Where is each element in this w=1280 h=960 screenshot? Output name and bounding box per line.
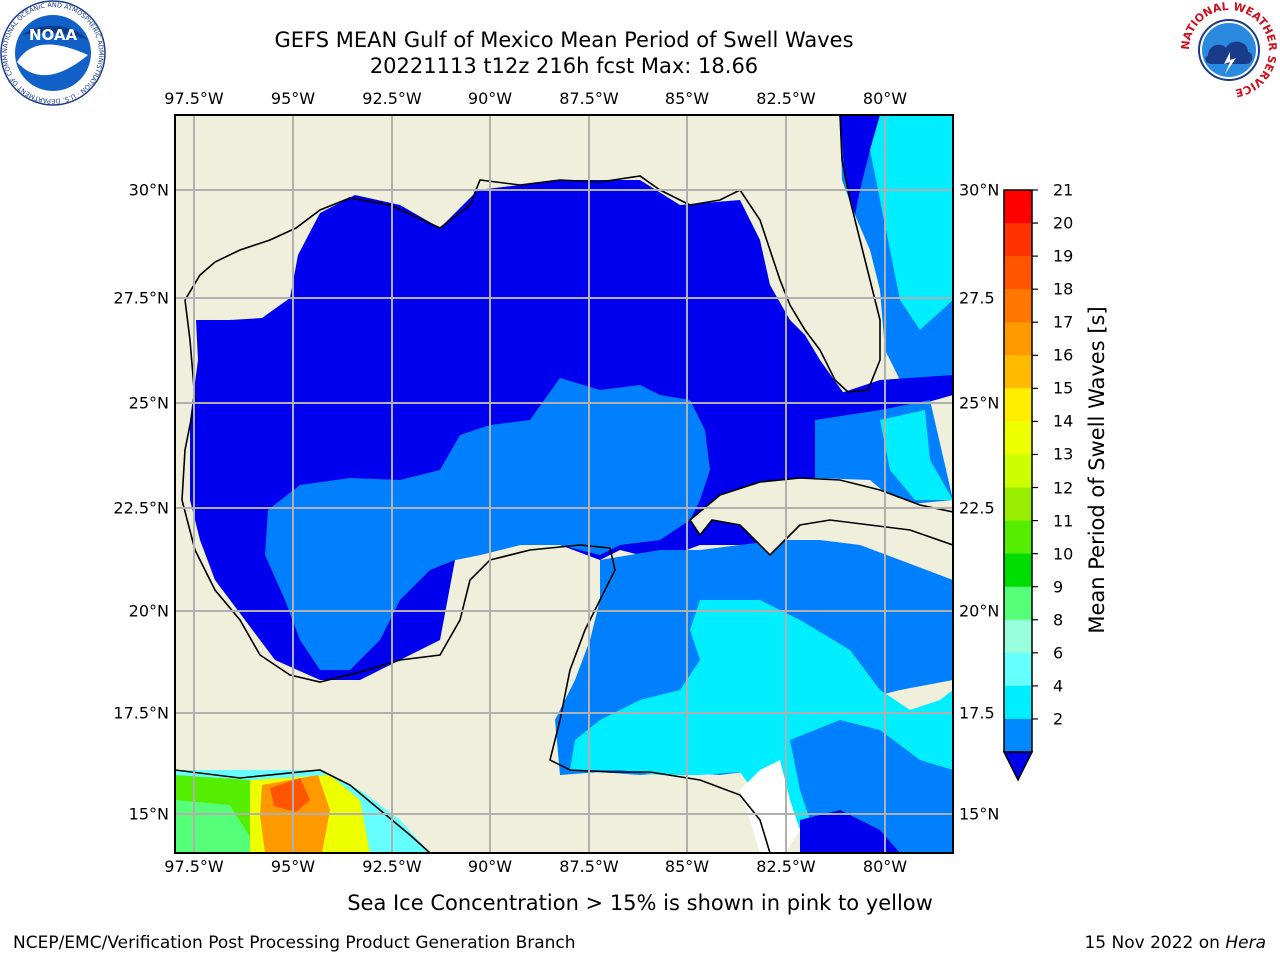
date-line: 15 Nov 2022 on Hera xyxy=(1084,933,1266,953)
lat-label-right: 30°N xyxy=(959,180,1000,200)
colorbar-tick-label: 8 xyxy=(1053,610,1064,630)
lat-label-right: 17.5 xyxy=(959,703,995,723)
lon-label-top: 87.5°W xyxy=(559,89,619,108)
colorbar-tick-label: 10 xyxy=(1053,544,1074,564)
swell-region-2-4-caribbean-south xyxy=(800,810,900,853)
colorbar-segment xyxy=(1004,718,1032,753)
lat-label-right: 22.5 xyxy=(959,498,995,518)
lat-label-right: 27.5 xyxy=(959,288,995,308)
colorbar-segment xyxy=(1004,553,1032,588)
lon-label-bottom: 80°W xyxy=(862,857,908,876)
lat-label-right: 15°N xyxy=(959,804,1000,824)
lon-label-top: 85°W xyxy=(664,89,710,108)
colorbar-tick-label: 21 xyxy=(1053,180,1074,200)
lon-label-top: 82.5°W xyxy=(756,89,816,108)
nws-logo: NATIONAL WEATHER SERVICE xyxy=(1179,0,1279,99)
lon-label-top: 95°W xyxy=(270,89,316,108)
colorbar-tick-label: 4 xyxy=(1053,676,1064,696)
lon-label-bottom: 85°W xyxy=(664,857,710,876)
lat-label-right: 20°N xyxy=(959,601,1000,621)
colorbar-tick-label: 9 xyxy=(1053,577,1064,597)
map-area xyxy=(175,115,953,853)
colorbar-segment xyxy=(1004,421,1032,455)
lat-label-left: 20°N xyxy=(128,601,169,621)
colorbar-segment xyxy=(1004,256,1032,290)
lon-label-bottom: 82.5°W xyxy=(756,857,816,876)
chart-title: GEFS MEAN Gulf of Mexico Mean Period of … xyxy=(274,27,853,79)
colorbar-segment xyxy=(1004,223,1032,257)
lon-label-top: 90°W xyxy=(467,89,513,108)
lon-label-bottom: 90°W xyxy=(467,857,513,876)
colorbar-tick-label: 18 xyxy=(1053,279,1074,299)
lon-label-bottom: 97.5°W xyxy=(164,857,224,876)
lat-label-left: 30°N xyxy=(128,180,169,200)
colorbar-tick-label: 11 xyxy=(1053,511,1074,531)
colorbar-tick-label: 2 xyxy=(1053,709,1064,729)
svg-text:NOAA: NOAA xyxy=(29,26,78,44)
lat-label-left: 15°N xyxy=(128,804,169,824)
map-frame xyxy=(174,114,954,854)
colorbar-segment xyxy=(1004,586,1032,621)
colorbar-segment xyxy=(1004,619,1032,654)
lon-label-bottom: 95°W xyxy=(270,857,316,876)
colorbar-tick-label: 16 xyxy=(1053,345,1074,365)
title-line-2: 20221113 t12z 216h fcst Max: 18.66 xyxy=(369,54,759,78)
sea-ice-note: Sea Ice Concentration > 15% is shown in … xyxy=(347,891,933,915)
machine-name: Hera xyxy=(1225,933,1266,953)
lat-label-left: 27.5°N xyxy=(113,288,169,308)
colorbar xyxy=(1002,189,1038,782)
lat-label-left: 17.5°N xyxy=(113,703,169,723)
colorbar-tick-label: 14 xyxy=(1053,411,1074,431)
swell-region-6-8-bahamas xyxy=(880,410,953,500)
lon-label-top: 97.5°W xyxy=(164,89,224,108)
lon-label-top: 80°W xyxy=(862,89,908,108)
colorbar-segment xyxy=(1004,355,1032,389)
colorbar-segment xyxy=(1004,520,1032,555)
lon-label-top: 92.5°W xyxy=(362,89,422,108)
noaa-logo: NATIONAL OCEANIC AND ATMOSPHERIC ADMINIS… xyxy=(0,0,106,106)
swell-region-pacific-dark-orange xyxy=(270,778,310,812)
colorbar-segment xyxy=(1004,487,1032,522)
lon-label-bottom: 92.5°W xyxy=(362,857,422,876)
coastline-cuba xyxy=(688,477,953,557)
colorbar-tick-label: 19 xyxy=(1053,246,1074,266)
colorbar-frame xyxy=(1003,189,1033,753)
colorbar-tick-label: 20 xyxy=(1053,213,1074,233)
swell-region-6-8-atlantic xyxy=(870,115,953,330)
credit-line: NCEP/EMC/Verification Post Processing Pr… xyxy=(13,933,576,953)
swell-region-4-6-gulf xyxy=(265,378,710,670)
title-line-1: GEFS MEAN Gulf of Mexico Mean Period of … xyxy=(274,28,854,52)
colorbar-segment xyxy=(1004,454,1032,489)
colorbar-title: Mean Period of Swell Waves [s] xyxy=(1085,306,1109,634)
colorbar-segment xyxy=(1004,190,1032,224)
lat-label-left: 22.5°N xyxy=(113,498,169,518)
colorbar-tick-label: 15 xyxy=(1053,378,1074,398)
colorbar-segment xyxy=(1004,289,1032,323)
lat-label-right: 25°N xyxy=(959,393,1000,413)
colorbar-segment xyxy=(1004,652,1032,687)
colorbar-segment xyxy=(1004,388,1032,422)
colorbar-tick-label: 12 xyxy=(1053,478,1074,498)
colorbar-tick-label: 6 xyxy=(1053,643,1064,663)
gridlines xyxy=(175,115,953,853)
colorbar-tick-label: 13 xyxy=(1053,444,1074,464)
coastline-gulf xyxy=(184,115,881,393)
lat-label-left: 25°N xyxy=(128,393,169,413)
coastline-pacific xyxy=(175,769,431,853)
date-text: 15 Nov 2022 on xyxy=(1084,933,1220,953)
colorbar-segment xyxy=(1004,322,1032,356)
colorbar-segment xyxy=(1004,685,1032,720)
colorbar-extension xyxy=(1002,751,1034,782)
colorbar-tick-label: 17 xyxy=(1053,312,1074,332)
lon-label-bottom: 87.5°W xyxy=(559,857,619,876)
